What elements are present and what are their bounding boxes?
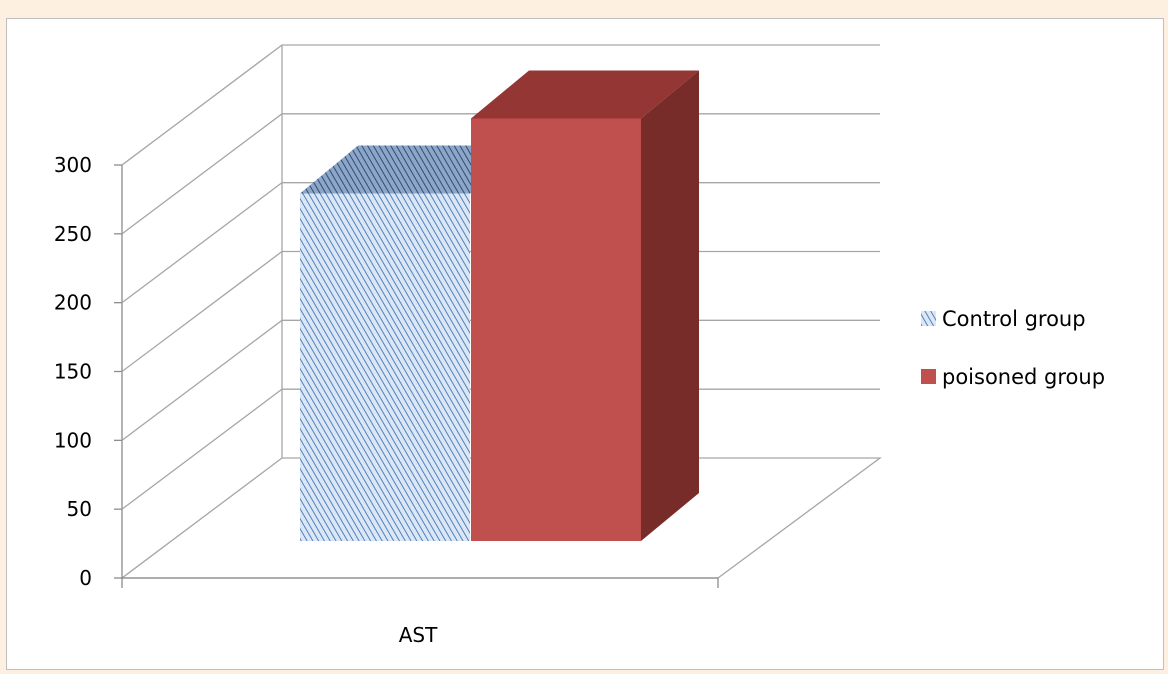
legend: Control group poisoned group (921, 307, 1105, 389)
y-tick-label: 300 (54, 153, 92, 177)
y-tick-label: 250 (54, 222, 92, 246)
y-tick-label: 100 (54, 428, 92, 452)
x-axis-category-labels: AST (399, 623, 438, 647)
bar-poisoned-group (471, 70, 699, 541)
bars (300, 70, 699, 541)
y-tick-label: 200 (54, 291, 92, 315)
legend-label: Control group (942, 307, 1086, 331)
gridline (121, 44, 880, 166)
y-tick-label: 0 (79, 566, 92, 590)
y-tick-label: 150 (54, 360, 92, 384)
bar-front (471, 118, 641, 541)
x-category-label: AST (399, 623, 438, 647)
legend-swatch (921, 369, 936, 384)
bar-front (300, 193, 470, 541)
bar-top (471, 70, 699, 119)
bar-side (641, 70, 699, 541)
legend-swatch (921, 311, 936, 326)
legend-label: poisoned group (942, 365, 1105, 389)
y-axis-tick-labels: 0 50 100 150 200 250 300 (54, 153, 92, 590)
bar-control-group (300, 145, 528, 541)
y-tick-label: 50 (67, 497, 92, 521)
